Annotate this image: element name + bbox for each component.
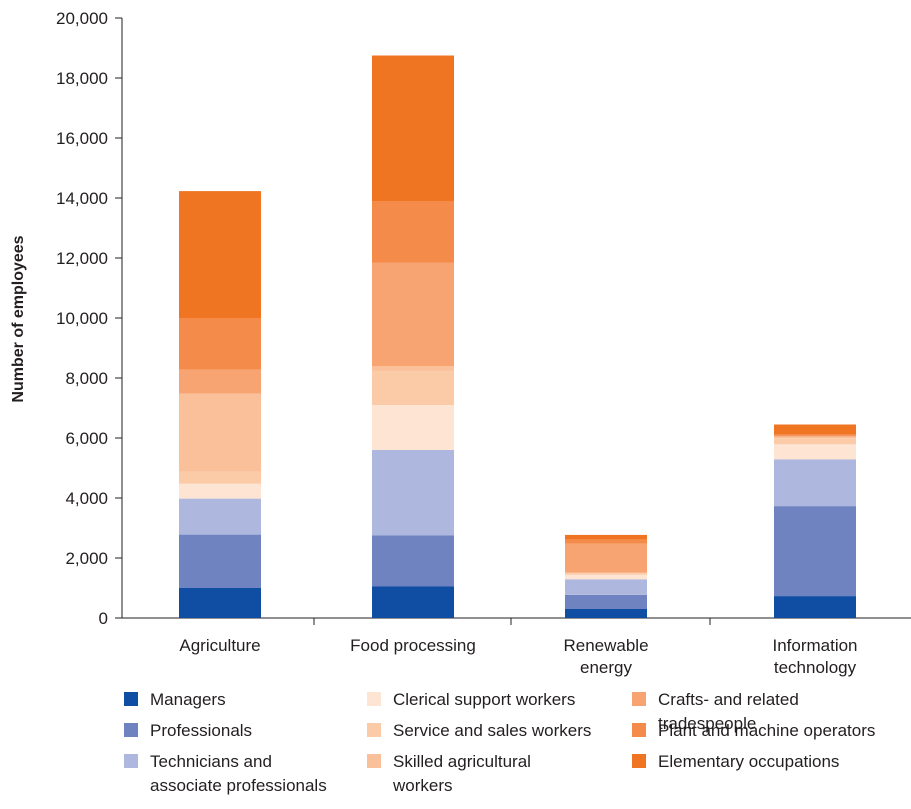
legend-swatch [124, 723, 138, 737]
bar-segment-technicians-and-associate-professionals [774, 459, 856, 507]
bar-segment-professionals [774, 506, 856, 597]
bar-segment-elementary-occupations [565, 534, 647, 540]
bar-segment-crafts-and-related-tradespeople [774, 435, 856, 437]
bar-segment-plant-and-machine-operators [372, 201, 454, 263]
bar-segment-clerical-support-workers [179, 483, 261, 499]
bar-segment-elementary-occupations [774, 424, 856, 435]
legend: Managers Professionals Technicians and asso… [124, 690, 875, 795]
bar-segment-professionals [565, 594, 647, 609]
legend-label: Skilled agricultural workers [392, 752, 531, 795]
bar-segment-skilled-agricultural-workers [179, 393, 261, 472]
y-tick-label: 0 [99, 609, 108, 628]
bar-segment-managers [372, 586, 454, 618]
y-tick-label: 8,000 [65, 369, 108, 388]
legend-swatch [367, 692, 381, 706]
bar-segment-clerical-support-workers [774, 444, 856, 460]
bar-segment-professionals [372, 535, 454, 587]
bar-segment-skilled-agricultural-workers [565, 572, 647, 574]
bar-segment-clerical-support-workers [372, 405, 454, 450]
bar-segment-managers [179, 588, 261, 618]
x-axis: Agriculture Food processing Renewable energ… [122, 617, 911, 677]
legend-swatch [632, 723, 646, 737]
legend-swatch [367, 723, 381, 737]
y-tick-label: 12,000 [56, 249, 108, 268]
bar-segment-elementary-occupations [179, 191, 261, 318]
bar-segment-plant-and-machine-operators [179, 318, 261, 370]
bar-segment-crafts-and-related-tradespeople [372, 262, 454, 366]
bar-segment-technicians-and-associate-professionals [565, 579, 647, 595]
bar-segment-elementary-occupations [372, 55, 454, 201]
y-tick-label: 16,000 [56, 129, 108, 148]
legend-label: Clerical support workers [393, 690, 575, 709]
legend-label: Technicians and associate professionals [150, 752, 327, 795]
bar-segment-service-and-sales-workers [179, 471, 261, 484]
y-axis: 0 2,000 4,000 6,000 8,000 10,000 12,000 14,000 1… [56, 9, 123, 628]
bar-segment-clerical-support-workers [565, 574, 647, 580]
y-axis-label: Number of employees [10, 235, 27, 402]
legend-label: Crafts- and related tradespeople [658, 690, 799, 733]
bar-segment-technicians-and-associate-professionals [372, 450, 454, 536]
legend-swatch [632, 692, 646, 706]
bar-segment-managers [774, 596, 856, 618]
legend-swatch [124, 692, 138, 706]
legend-label: Service and sales workers [393, 721, 591, 740]
legend-swatch [367, 754, 381, 768]
legend-label: Professionals [150, 721, 252, 740]
bar-segment-technicians-and-associate-professionals [179, 498, 261, 535]
bar-segment-service-and-sales-workers [565, 573, 647, 575]
y-tick-label: 2,000 [65, 549, 108, 568]
y-tick-label: 4,000 [65, 489, 108, 508]
bar-segment-skilled-agricultural-workers [774, 436, 856, 439]
bars-group [179, 55, 856, 618]
bar-segment-managers [565, 609, 647, 618]
x-category-label: Food processing [350, 636, 476, 655]
legend-swatch [632, 754, 646, 768]
y-tick-label: 20,000 [56, 9, 108, 28]
x-category-label: Information technology [772, 636, 857, 677]
bar-segment-crafts-and-related-tradespeople [179, 369, 261, 394]
x-category-label: Renewable energy [563, 636, 648, 677]
legend-label: Managers [150, 690, 226, 709]
x-category-label: Agriculture [179, 636, 260, 655]
bar-segment-professionals [179, 534, 261, 588]
y-tick-label: 18,000 [56, 69, 108, 88]
y-tick-label: 6,000 [65, 429, 108, 448]
bar-segment-service-and-sales-workers [372, 370, 454, 405]
bar-segment-skilled-agricultural-workers [372, 366, 454, 371]
bar-segment-crafts-and-related-tradespeople [565, 543, 647, 573]
bar-segment-service-and-sales-workers [774, 438, 856, 445]
y-tick-label: 10,000 [56, 309, 108, 328]
legend-swatch [124, 754, 138, 768]
legend-label: Elementary occupations [658, 752, 839, 771]
bar-segment-plant-and-machine-operators [565, 539, 647, 544]
bar-segment-plant-and-machine-operators [774, 434, 856, 436]
legend-label: Plant and machine operators [658, 721, 875, 740]
y-tick-label: 14,000 [56, 189, 108, 208]
